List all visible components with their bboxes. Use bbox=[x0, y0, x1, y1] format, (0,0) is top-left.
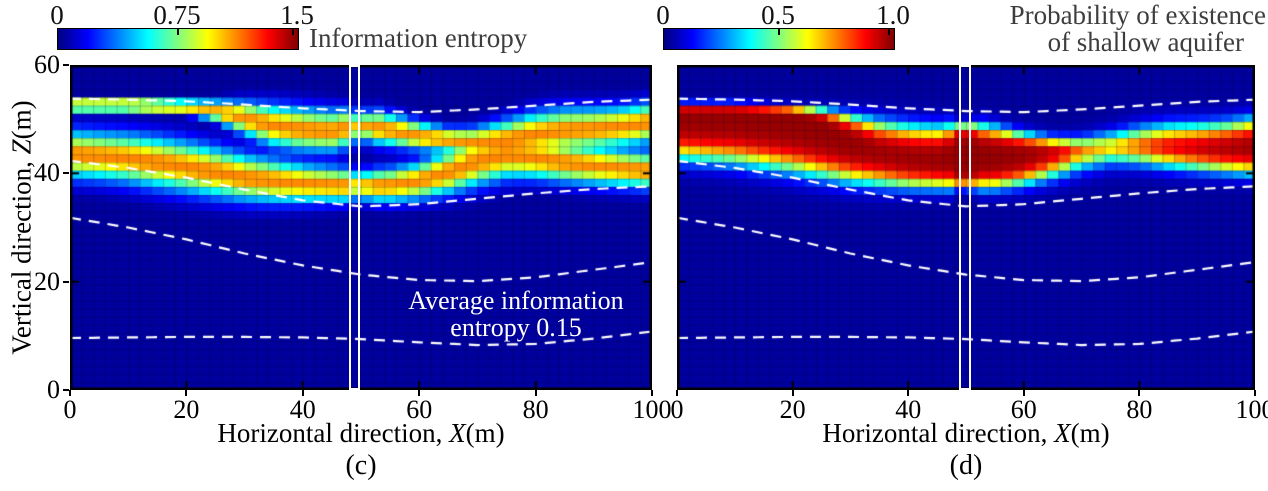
x-tick-label-0: 0 bbox=[670, 395, 684, 424]
colorbar-c-tick-mid: 0.75 bbox=[153, 0, 201, 30]
colorbar-d-tick-0: 0 bbox=[656, 0, 670, 30]
panel-letter-c: (c) bbox=[345, 450, 377, 481]
x-tick-mark bbox=[185, 390, 188, 396]
x-axis-label-c-text: Horizontal direction, bbox=[217, 418, 450, 448]
y-tick-label-60: 60 bbox=[34, 50, 60, 79]
x-tick-label-20: 20 bbox=[173, 395, 200, 424]
x-axis-label-c-variable: X bbox=[449, 418, 466, 448]
y-tick-label-40: 40 bbox=[34, 158, 60, 188]
x-axis-label-d: Horizontal direction, X(m) bbox=[677, 418, 1255, 449]
colorbar-d-tickmark-mid bbox=[778, 29, 780, 35]
x-tick-mark bbox=[907, 390, 910, 396]
x-tick-label-80: 80 bbox=[1126, 395, 1153, 424]
x-tick-mark bbox=[1138, 390, 1141, 396]
x-axis-label-d-variable: X bbox=[1054, 418, 1071, 448]
well-highlight-box-c bbox=[349, 65, 360, 390]
colorbar-c-label: Information entropy bbox=[309, 23, 528, 53]
average-entropy-annotation-line2: entropy 0.15 bbox=[450, 313, 582, 342]
y-tick-mark bbox=[63, 389, 69, 391]
x-tick-label-80: 80 bbox=[522, 395, 549, 424]
x-tick-mark bbox=[791, 390, 794, 396]
colorbar-d-label-line1: Probability of existence bbox=[1009, 0, 1266, 30]
well-highlight-box-d bbox=[959, 65, 971, 390]
y-axis-label-units: (m) bbox=[6, 100, 37, 140]
colorbar-c-tick-max: 1.5 bbox=[280, 0, 314, 30]
y-tick-label-0: 0 bbox=[47, 375, 60, 404]
x-axis-label-c: Horizontal direction, X(m) bbox=[70, 418, 652, 449]
average-entropy-annotation-line1: Average information bbox=[408, 286, 624, 315]
x-tick-label-0: 0 bbox=[63, 395, 77, 424]
x-tick-label-40: 40 bbox=[895, 395, 922, 424]
x-axis-label-d-units: (m) bbox=[1070, 418, 1110, 448]
x-axis-label-c-units: (m) bbox=[465, 418, 505, 448]
panel-letter-d: (d) bbox=[949, 450, 983, 481]
x-tick-mark bbox=[1022, 390, 1025, 396]
y-axis-label: Vertical direction, Z(m) bbox=[7, 78, 38, 378]
x-tick-mark bbox=[418, 390, 421, 396]
x-tick-mark bbox=[534, 390, 537, 396]
average-entropy-annotation: Average information entropy 0.15 bbox=[356, 287, 676, 341]
heatmap-canvas-probability bbox=[677, 65, 1255, 390]
x-tick-label-60: 60 bbox=[1010, 395, 1037, 424]
x-tick-mark bbox=[651, 390, 653, 396]
x-tick-mark bbox=[676, 390, 678, 396]
colorbar-c bbox=[57, 28, 299, 50]
x-tick-label-40: 40 bbox=[289, 395, 316, 424]
y-tick-mark bbox=[63, 280, 69, 283]
colorbar-d-tick-mid: 0.5 bbox=[761, 0, 795, 30]
x-tick-mark bbox=[301, 390, 304, 396]
x-tick-label-60: 60 bbox=[406, 395, 433, 424]
heatmap-canvas-entropy bbox=[70, 65, 652, 390]
colorbar-d-label-line2: of shallow aquifer bbox=[1047, 27, 1244, 57]
y-axis-label-variable: Z bbox=[6, 139, 37, 155]
y-tick-mark bbox=[63, 172, 69, 175]
x-tick-label-100: 100 bbox=[632, 395, 672, 424]
colorbar-c-tickmark-max bbox=[292, 29, 294, 35]
y-tick-label-20: 20 bbox=[34, 266, 60, 296]
colorbar-c-tickmark-mid bbox=[177, 29, 179, 35]
x-tick-mark bbox=[1254, 390, 1256, 396]
colorbar-c-tick-0: 0 bbox=[50, 0, 64, 30]
x-axis-label-d-text: Horizontal direction, bbox=[822, 418, 1055, 448]
x-tick-label-20: 20 bbox=[779, 395, 806, 424]
y-tick-mark bbox=[63, 64, 69, 66]
x-tick-mark bbox=[69, 390, 71, 396]
colorbar-d-tick-max: 1.0 bbox=[876, 0, 910, 30]
x-tick-label-100: 100 bbox=[1235, 395, 1268, 424]
colorbar-d-tickmark-max bbox=[888, 29, 890, 35]
colorbar-d bbox=[663, 28, 895, 50]
